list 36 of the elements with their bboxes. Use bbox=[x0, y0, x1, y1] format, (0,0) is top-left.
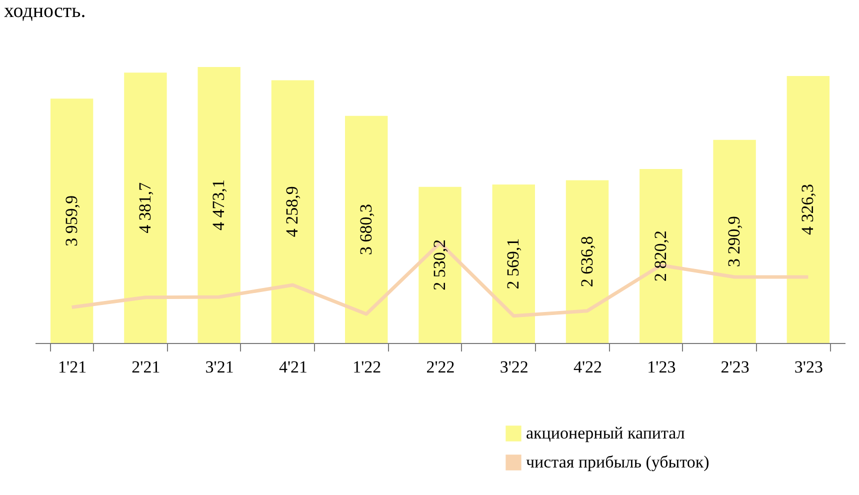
bar bbox=[418, 186, 462, 343]
x-tick-label: 4'22 bbox=[573, 358, 602, 376]
bar bbox=[50, 98, 94, 343]
data-label: 4 381,7 bbox=[135, 182, 154, 234]
text: ходность. bbox=[4, 0, 86, 23]
data-label: 3 290,9 bbox=[724, 216, 744, 267]
data-label: 4 258,9 bbox=[282, 186, 302, 238]
data-label: 2 530,2 bbox=[430, 239, 449, 290]
bar bbox=[640, 168, 682, 343]
x-tick-label: 4'21 bbox=[278, 358, 308, 376]
data-label: 3 680,3 bbox=[356, 204, 376, 255]
x-tick-label: 3'21 bbox=[205, 358, 234, 376]
legend-label: акционерный капитал bbox=[526, 424, 686, 442]
bar bbox=[786, 76, 830, 343]
x-tick-label: 2'21 bbox=[132, 358, 160, 376]
x-tick-label: 1'22 bbox=[352, 358, 382, 376]
data-label: 3 959,9 bbox=[62, 195, 81, 246]
bar bbox=[492, 184, 535, 343]
x-tick-label: 3'23 bbox=[794, 358, 823, 376]
bar bbox=[713, 140, 756, 343]
data-label: 2 820,2 bbox=[650, 230, 670, 282]
data-label: 2 569,1 bbox=[504, 238, 523, 290]
data-label: 2 636,8 bbox=[577, 236, 596, 288]
legend-label: чистая прибыль (убыток) bbox=[526, 452, 710, 472]
bar bbox=[271, 80, 314, 343]
data-label: 4 473,1 bbox=[209, 179, 228, 230]
bar bbox=[345, 116, 388, 343]
x-tick-label: 2'23 bbox=[720, 358, 750, 376]
x-tick-label: 3'22 bbox=[500, 358, 528, 376]
x-tick-label: 2'22 bbox=[426, 358, 455, 376]
x-tick-label: 1'23 bbox=[647, 358, 676, 376]
data-label: 4 326,3 bbox=[798, 184, 818, 236]
x-tick-label: 1'21 bbox=[58, 358, 87, 376]
bar bbox=[566, 180, 609, 343]
bar bbox=[124, 72, 167, 343]
bar bbox=[198, 66, 240, 343]
